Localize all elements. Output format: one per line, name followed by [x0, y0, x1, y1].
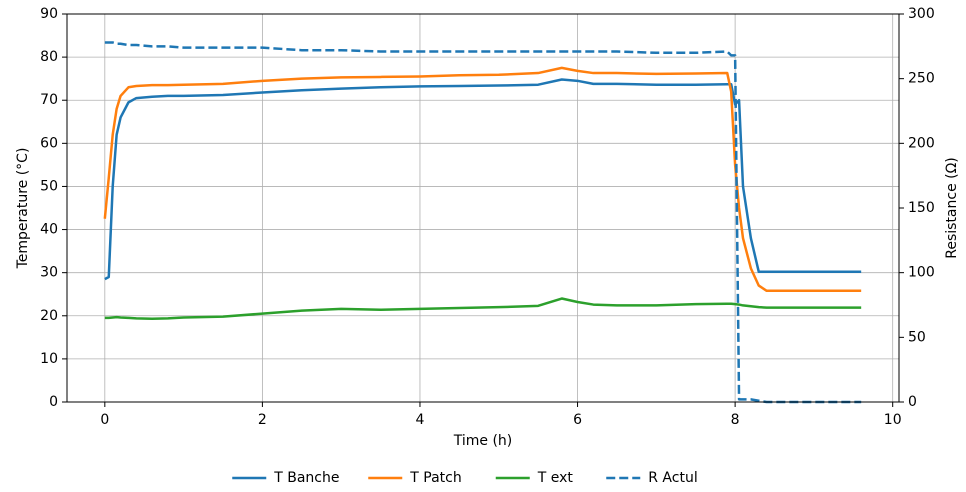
y-tick-label: 0	[49, 394, 58, 410]
y-tick-label: 50	[40, 178, 58, 194]
y2-tick-label: 150	[908, 200, 935, 216]
x-tick-label: 0	[100, 412, 109, 428]
y-tick-label: 70	[40, 92, 58, 108]
series-line	[103, 66, 862, 293]
y-tick-label: 90	[40, 6, 58, 22]
x-tick-label: 4	[416, 412, 425, 428]
legend-label: T ext	[537, 470, 574, 486]
series-line	[104, 41, 862, 404]
x-tick-label: 10	[884, 412, 902, 428]
y-tick-label: 80	[40, 49, 58, 65]
legend-label: R Actul	[648, 470, 697, 486]
y2-tick-label: 0	[908, 394, 917, 410]
y2-tick-label: 200	[908, 135, 935, 151]
y2-tick-label: 100	[908, 265, 935, 281]
y-axis-label: Temperature (°C)	[15, 148, 31, 270]
x-tick-label: 2	[258, 412, 267, 428]
y-tick-label: 10	[40, 351, 58, 367]
y2-tick-label: 300	[908, 6, 935, 22]
y2-axis-label: Resistance (Ω)	[944, 157, 960, 259]
x-tick-label: 8	[731, 412, 740, 428]
legend-label: T Patch	[409, 470, 461, 486]
series-line	[104, 78, 862, 281]
y-tick-label: 40	[40, 222, 58, 238]
y-tick-label: 20	[40, 308, 58, 324]
y2-tick-label: 250	[908, 71, 935, 87]
y-tick-label: 30	[40, 265, 58, 281]
series-line	[104, 297, 862, 321]
legend-label: T Banche	[273, 470, 339, 486]
x-tick-label: 6	[573, 412, 582, 428]
y-tick-label: 60	[40, 135, 58, 151]
x-axis-label: Time (h)	[453, 433, 513, 449]
y2-tick-label: 50	[908, 329, 926, 345]
plot-frame	[66, 13, 900, 403]
